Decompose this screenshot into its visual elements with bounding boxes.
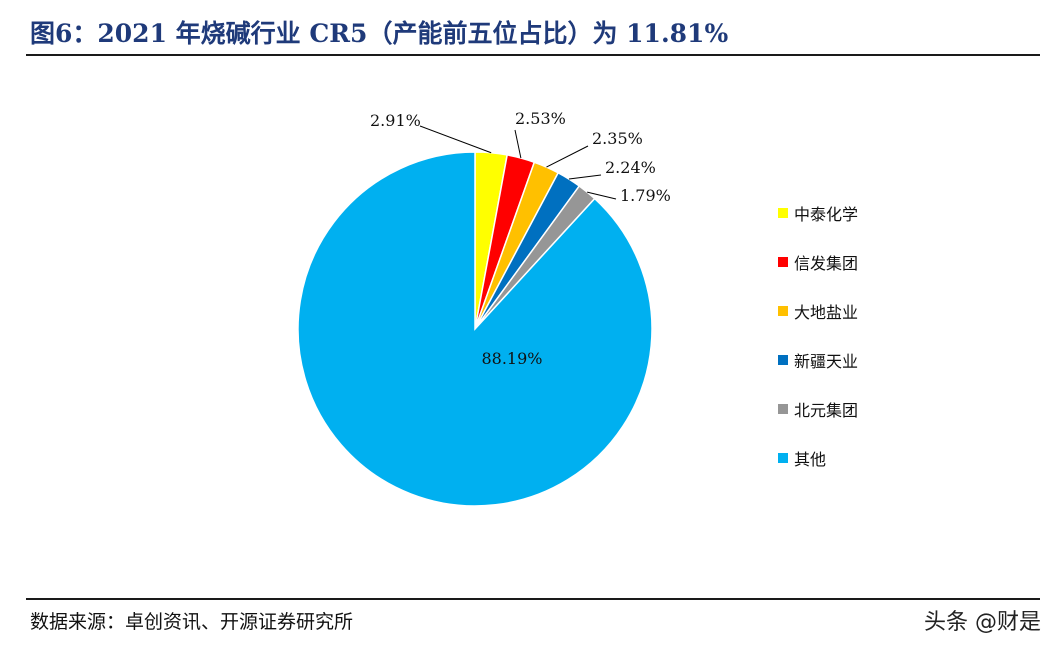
watermark-text: 头条 @财是 — [924, 610, 1041, 635]
legend-swatch — [778, 305, 788, 316]
legend-item-2: 信发集团 — [778, 237, 858, 286]
source-note: 数据来源：卓创资讯、开源证券研究所 — [30, 611, 354, 633]
legend-item-4: 新疆天业 — [778, 335, 858, 384]
data-label-5: 1.79% — [620, 186, 671, 205]
legend-label: 北元集团 — [794, 400, 859, 420]
legend-swatch — [778, 207, 788, 218]
data-label-6: 88.19% — [481, 349, 542, 368]
leader-line-1 — [419, 125, 492, 154]
legend-label: 其他 — [794, 449, 827, 469]
legend-item-5: 北元集团 — [778, 384, 858, 433]
leader-line-5 — [587, 191, 617, 200]
leader-line-4 — [568, 174, 602, 180]
top-divider — [26, 54, 1040, 56]
data-label-2: 2.53% — [515, 109, 566, 128]
legend-label: 信发集团 — [794, 253, 859, 273]
legend-label: 大地盐业 — [794, 302, 859, 322]
chart-title: 图6：2021 年烧碱行业 CR5（产能前五位占比）为 11.81% — [30, 19, 729, 48]
legend-swatch — [778, 403, 788, 414]
bottom-divider — [26, 598, 1040, 600]
legend-label: 新疆天业 — [794, 351, 859, 371]
legend-item-6: 其他 — [778, 433, 858, 482]
data-label-1: 2.91% — [370, 111, 421, 130]
leader-line-3 — [546, 145, 589, 168]
pie-slice-6 — [297, 151, 653, 507]
legend-item-1: 中泰化学 — [778, 188, 858, 237]
legend-item-3: 大地盐业 — [778, 286, 858, 335]
chart-legend: 中泰化学信发集团大地盐业新疆天业北元集团其他 — [778, 188, 858, 482]
legend-swatch — [778, 354, 788, 365]
legend-swatch — [778, 452, 788, 463]
data-label-3: 2.35% — [592, 129, 643, 148]
legend-label: 中泰化学 — [794, 204, 859, 224]
legend-swatch — [778, 256, 788, 267]
data-label-4: 2.24% — [605, 158, 656, 177]
leader-line-2 — [514, 129, 522, 159]
